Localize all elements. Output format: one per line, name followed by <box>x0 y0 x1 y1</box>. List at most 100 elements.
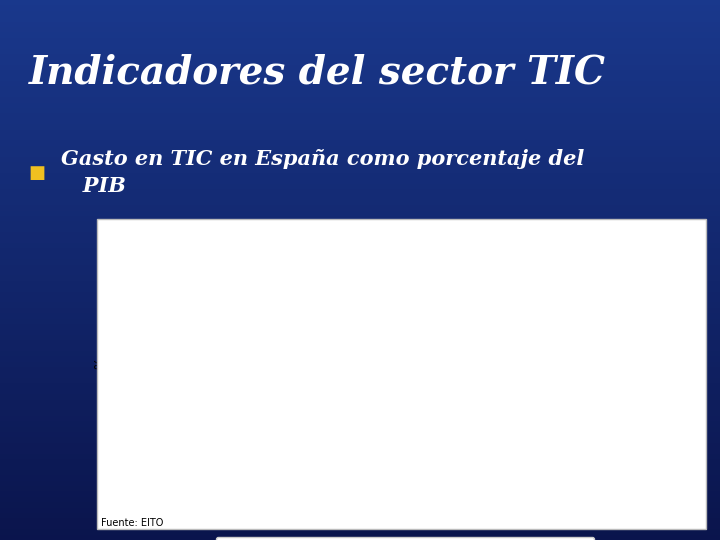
Bar <box>0 302 720 308</box>
Bar <box>0 308 720 313</box>
Bar <box>297 429 374 431</box>
Bar <box>158 437 234 438</box>
Bar <box>436 370 513 373</box>
Bar <box>576 349 652 351</box>
Bar <box>0 416 720 421</box>
Bar <box>297 329 374 331</box>
Bar <box>436 481 513 482</box>
Bar <box>0 238 720 243</box>
Bar <box>158 399 234 401</box>
Bar <box>576 467 652 468</box>
Bar <box>0 475 720 481</box>
Bar <box>576 483 652 484</box>
Bar <box>436 419 513 421</box>
Bar <box>0 173 720 178</box>
Bar <box>297 449 374 450</box>
Bar <box>297 459 374 460</box>
Bar <box>158 293 234 486</box>
Bar <box>158 436 234 437</box>
Bar <box>436 380 513 382</box>
Bar <box>297 455 374 456</box>
Bar <box>0 351 720 356</box>
Bar <box>158 411 234 414</box>
Bar <box>297 305 374 486</box>
Bar <box>158 409 234 411</box>
Bar <box>158 414 234 416</box>
Bar <box>576 374 652 376</box>
Bar <box>576 354 652 356</box>
Bar <box>576 345 652 347</box>
Bar <box>576 484 652 485</box>
Bar <box>576 347 652 349</box>
Bar <box>436 335 513 338</box>
Bar <box>576 340 652 342</box>
Bar <box>436 458 513 460</box>
Bar <box>576 358 652 360</box>
Bar <box>436 446 513 447</box>
Bar <box>297 442 374 443</box>
Bar <box>436 426 513 428</box>
Bar <box>297 379 374 381</box>
Text: 3,7: 3,7 <box>602 367 626 381</box>
Bar <box>297 391 374 394</box>
Bar <box>158 375 234 377</box>
Bar <box>0 81 720 86</box>
Bar <box>297 367 374 369</box>
Bar <box>576 465 652 466</box>
Bar <box>436 352 513 354</box>
Bar <box>158 406 234 409</box>
Bar <box>0 529 720 535</box>
Bar <box>158 360 234 362</box>
Bar <box>297 321 374 324</box>
Bar <box>0 518 720 524</box>
Bar <box>576 453 652 454</box>
Bar <box>0 443 720 448</box>
Bar <box>158 393 234 396</box>
Bar <box>576 335 652 338</box>
Bar <box>576 446 652 447</box>
Bar <box>297 326 374 329</box>
Bar <box>297 360 374 362</box>
Bar <box>0 508 720 513</box>
Bar <box>0 194 720 200</box>
Bar <box>158 300 234 303</box>
Bar <box>158 453 234 454</box>
Bar <box>297 476 374 477</box>
Title: Evolución del gasto en TIC como porcentaje del PIB: Evolución del gasto en TIC como porcenta… <box>244 224 566 237</box>
Bar <box>297 450 374 451</box>
Bar <box>297 362 374 365</box>
Bar <box>158 386 234 388</box>
Bar <box>297 461 374 463</box>
Bar <box>297 448 374 449</box>
Bar <box>436 396 513 398</box>
Bar <box>297 350 374 353</box>
Bar <box>0 410 720 416</box>
Bar <box>576 452 652 453</box>
Bar <box>436 472 513 474</box>
Bar <box>436 455 513 456</box>
Bar <box>297 471 374 472</box>
Bar <box>436 476 513 477</box>
Bar <box>297 441 374 442</box>
Bar <box>436 314 513 316</box>
Bar <box>0 481 720 486</box>
Bar <box>576 415 652 417</box>
Bar <box>0 49 720 54</box>
Bar <box>436 410 513 412</box>
Bar <box>0 216 720 221</box>
Bar <box>158 377 234 380</box>
Bar <box>576 481 652 482</box>
Bar <box>0 297 720 302</box>
Bar <box>436 366 513 368</box>
Bar <box>436 442 513 443</box>
Text: 1,8: 1,8 <box>462 451 487 465</box>
Bar <box>436 393 513 396</box>
Text: 4,2: 4,2 <box>184 350 208 364</box>
Bar <box>576 442 652 443</box>
Bar <box>576 450 652 452</box>
Bar <box>576 426 652 428</box>
Bar <box>0 151 720 157</box>
Text: 2,1: 2,1 <box>184 447 208 461</box>
Bar <box>158 426 234 427</box>
Bar <box>576 482 652 483</box>
